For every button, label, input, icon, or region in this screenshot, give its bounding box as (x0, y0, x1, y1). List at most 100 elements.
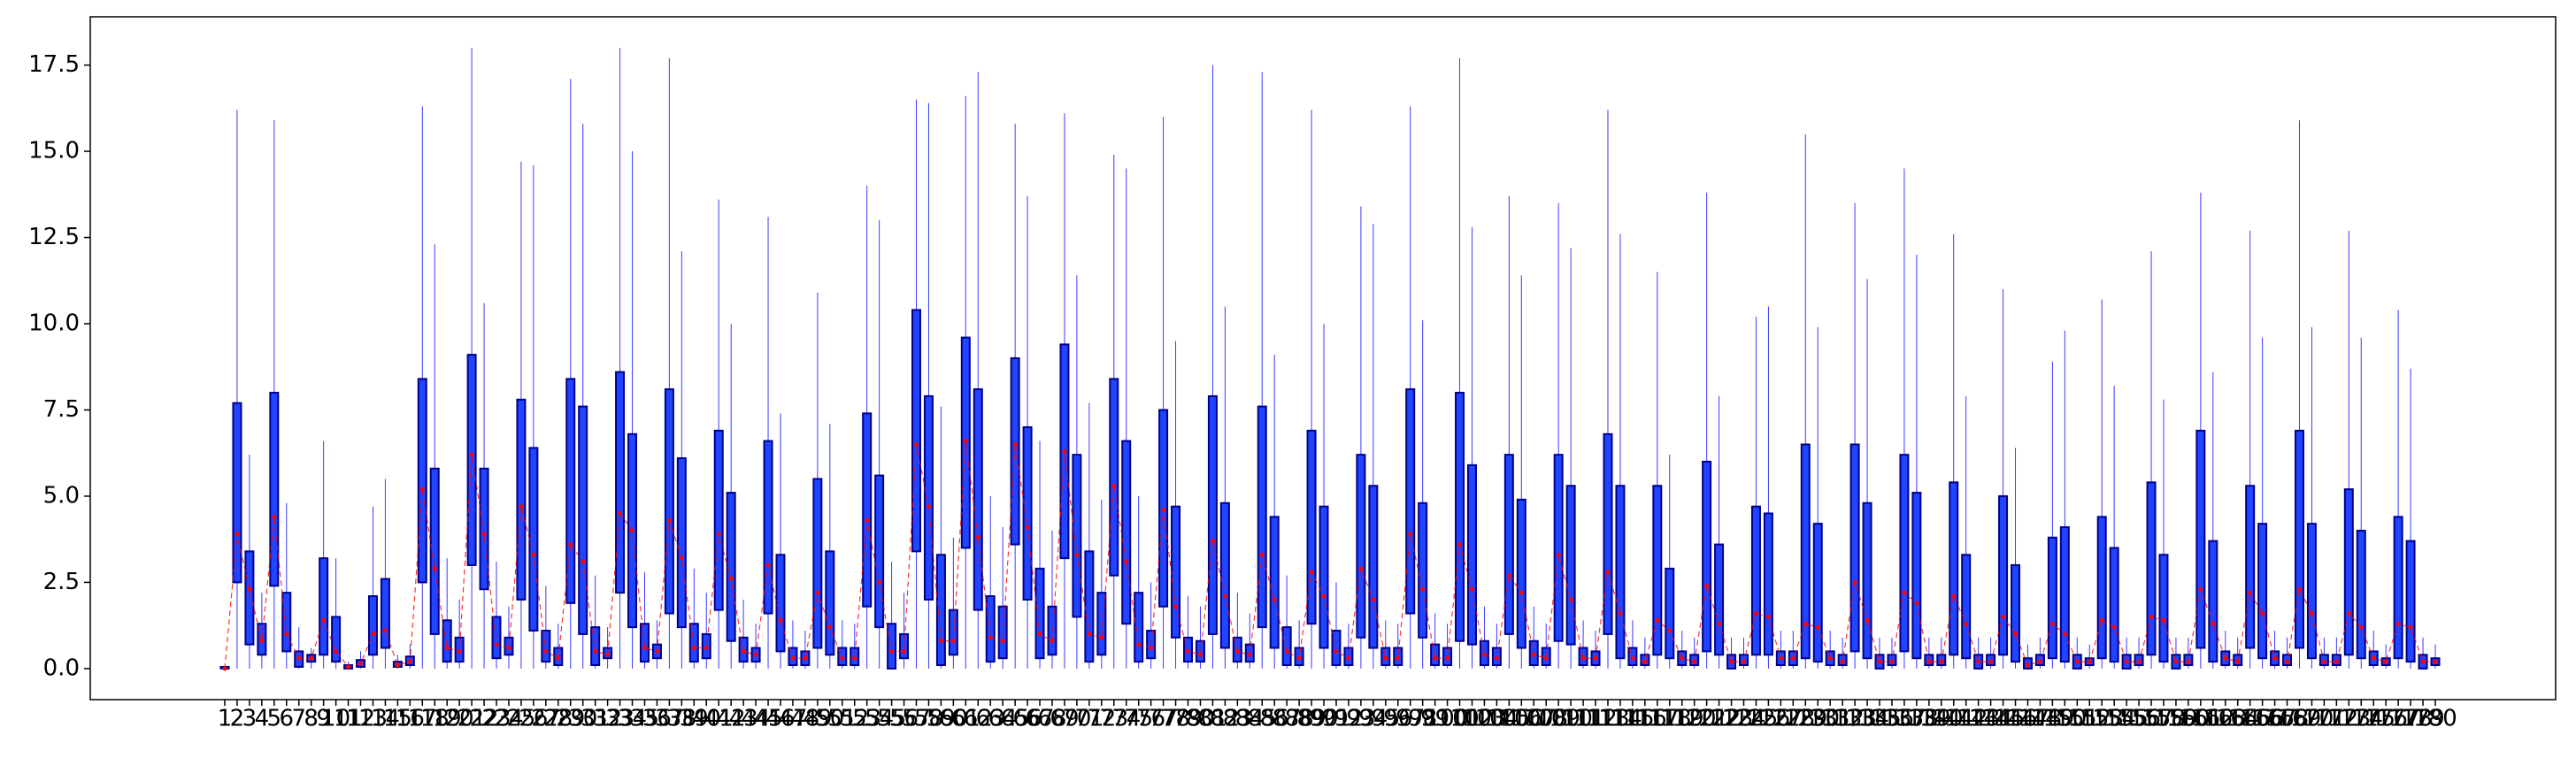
x-tick-label: 154 (2092, 706, 2136, 732)
median-dot (1618, 611, 1623, 616)
median-dot (1012, 441, 1018, 447)
box (2195, 429, 2206, 649)
x-tick-label: 82 (1211, 706, 1240, 732)
x-tick-label: 159 (2154, 706, 2198, 732)
box (935, 554, 946, 667)
x-tick-label: 58 (914, 706, 943, 732)
box (2109, 547, 2119, 663)
box (664, 388, 674, 615)
box (1466, 463, 1477, 646)
x-tick-label: 173 (2326, 706, 2371, 732)
median-dot (2223, 655, 2228, 661)
median-dot (1420, 586, 1426, 592)
x-tick-label: 5 (267, 706, 282, 732)
x-tick-label: 37 (655, 706, 684, 732)
box (1949, 481, 1959, 656)
box (2208, 540, 2218, 663)
x-tick-label: 33 (605, 706, 634, 732)
median-line (224, 440, 2435, 669)
x-tick-label: 70 (1062, 706, 1091, 732)
x-tick-label: 157 (2129, 706, 2173, 732)
median-dot (1396, 655, 1401, 661)
box (1516, 498, 1526, 649)
x-tick-label: 151 (2055, 706, 2099, 732)
median-dot (259, 639, 265, 644)
x-tick-label: 27 (531, 706, 560, 732)
median-dot (1457, 542, 1463, 547)
x-tick-label: 125 (1734, 706, 1779, 732)
x-tick-label: 91 (1321, 706, 1350, 732)
median-dot (1062, 448, 1067, 454)
x-tick-label: 147 (2006, 706, 2050, 732)
x-tick-label: 84 (1235, 706, 1265, 732)
median-dot (1321, 593, 1326, 599)
box (812, 478, 823, 649)
median-dot (432, 566, 437, 571)
x-tick-label: 110 (1549, 706, 1593, 732)
median-dot (2408, 624, 2413, 630)
x-tick-label: 132 (1820, 706, 1865, 732)
median-dot (2161, 617, 2166, 623)
x-tick-label: 148 (2019, 706, 2063, 732)
box (1356, 454, 1366, 639)
x-tick-label: 31 (581, 706, 610, 732)
x-tick-label: 144 (1969, 706, 2013, 732)
median-dot (1717, 621, 1722, 626)
x-tick-label: 131 (1808, 706, 1852, 732)
x-tick-label: 26 (519, 706, 548, 732)
box (1430, 643, 1441, 667)
median-dot (618, 510, 623, 516)
median-dot (346, 664, 351, 670)
median-dot (1976, 659, 1981, 664)
box (1652, 485, 1663, 656)
box (1306, 429, 1317, 625)
x-tick-label: 24 (494, 706, 523, 732)
x-tick-label: 18 (420, 706, 450, 732)
x-tick-label: 112 (1573, 706, 1618, 732)
median-dot (1742, 659, 1747, 664)
median-dot (840, 655, 845, 661)
box (1998, 494, 2009, 656)
median-dot (2346, 611, 2351, 616)
median-dot (1408, 532, 1413, 537)
x-tick-label: 38 (667, 706, 696, 732)
x-tick-label: 143 (1957, 706, 2001, 732)
x-tick-label: 20 (445, 706, 474, 732)
box (1109, 378, 1119, 577)
x-tick-label: 25 (506, 706, 535, 732)
x-tick-label: 126 (1747, 706, 1791, 732)
box (985, 595, 996, 663)
x-tick-label: 63 (976, 706, 1005, 732)
y-tick-label: 12.5 (28, 224, 80, 250)
x-tick-label: 118 (1648, 706, 1692, 732)
x-tick-label: 121 (1685, 706, 1729, 732)
x-tick-label: 90 (1309, 706, 1338, 732)
x-tick-label: 152 (2067, 706, 2111, 732)
median-dot (902, 648, 907, 654)
median-dot (1729, 659, 1734, 664)
box (2257, 523, 2268, 660)
x-tick-label: 52 (840, 706, 869, 732)
x-tick-label: 12 (346, 706, 375, 732)
median-dot (2074, 659, 2080, 664)
y-tick-label: 2.5 (43, 569, 80, 595)
median-dot (1605, 570, 1611, 575)
median-dot (2285, 659, 2290, 664)
x-tick-label: 111 (1561, 706, 1605, 732)
x-tick-label: 66 (1013, 706, 1042, 732)
median-dot (1234, 648, 1240, 654)
median-dot (1877, 659, 1882, 664)
median-dot (1803, 621, 1808, 626)
median-dot (1149, 646, 1154, 651)
x-tick-label: 98 (1408, 706, 1437, 732)
box (380, 578, 390, 649)
box (1207, 394, 1218, 635)
x-tick-label: 72 (1087, 706, 1116, 732)
median-dot (2383, 659, 2388, 664)
median-dot (1173, 604, 1179, 609)
box (1665, 567, 1675, 660)
median-dot (2001, 614, 2006, 619)
median-dot (1481, 652, 1487, 657)
x-tick-label: 34 (618, 706, 647, 732)
x-tick-label: 115 (1611, 706, 1655, 732)
